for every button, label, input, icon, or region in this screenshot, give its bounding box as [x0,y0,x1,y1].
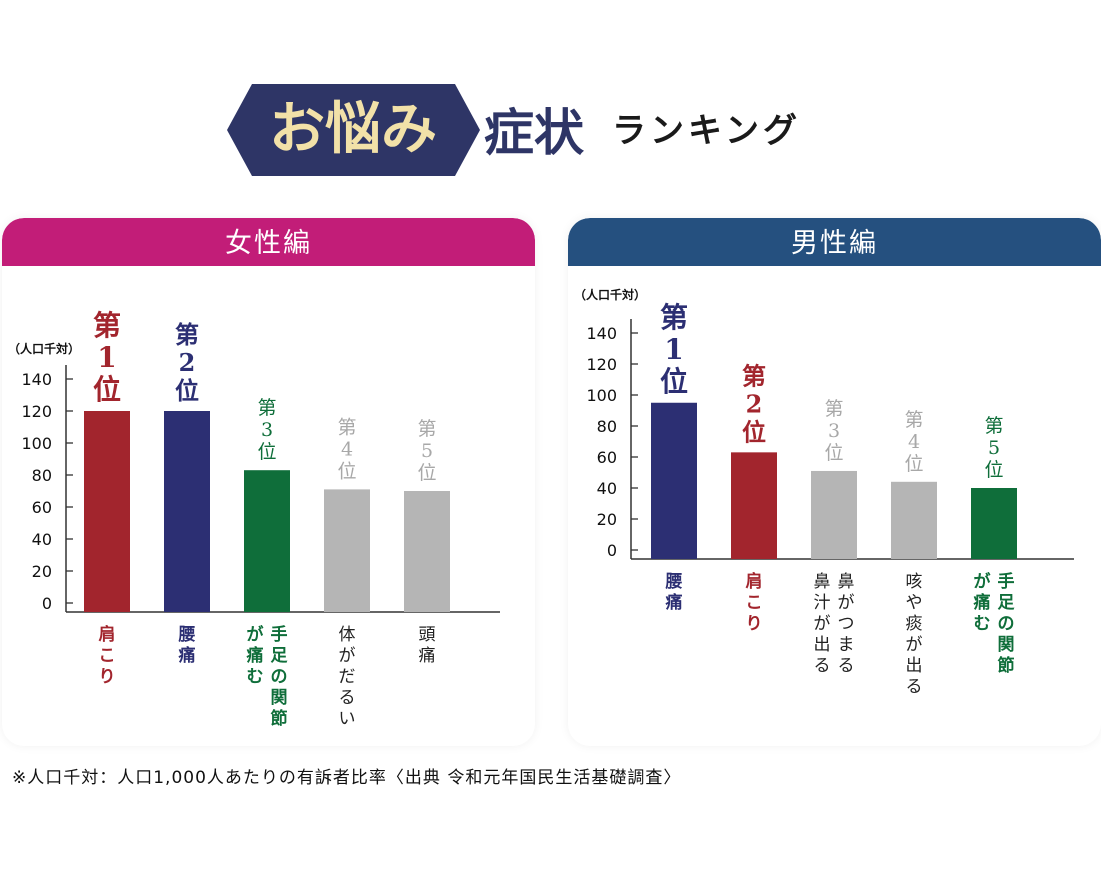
category-label: 手足の関節が痛む [974,571,1015,676]
bar [731,452,777,559]
bar [651,402,697,559]
bar [891,481,937,559]
y-tick-label: 100 [21,434,52,453]
y-tick-label: 20 [597,510,617,529]
y-tick-label: 0 [607,541,617,560]
footnote: ※人口千対：人口1,000人あたりの有訴者比率〈出典 令和元年国民生活基礎調査〉 [12,768,682,788]
title-sub: ランキング [612,111,801,151]
female-panel: 女性編 （人口千対） 0 20 40 60 80 100 120 140 第 1 位肩こり 第 2 位腰痛 第… [2,218,535,746]
bar [84,411,130,612]
y-tick-label: 80 [597,417,617,436]
y-tick-label: 20 [32,562,52,581]
male-panel-header: 男性編 [568,218,1101,266]
y-tick-label: 100 [586,386,617,405]
category-label: 頭痛 [419,625,436,666]
category-label: 咳や痰が出る [906,572,923,697]
y-tick-label: 60 [32,498,52,517]
female-panel-header: 女性編 [2,218,535,266]
bar [244,470,290,612]
title-badge-shape [227,84,480,176]
y-tick-label: 120 [586,355,617,374]
category-label: 肩こり [99,624,116,687]
title-highlight: お悩み [269,97,437,162]
category-label: 肩こり [746,571,763,634]
category-label: 体がだるい [339,625,356,729]
y-tick-label: 140 [586,324,617,343]
male-panel: 男性編 （人口千対） 0 20 40 60 80 100 120 140 第 1 位腰痛 第 2 位肩こり 第… [568,218,1101,746]
y-axis-label: （人口千対） [8,341,80,356]
title-main: 症状 [484,103,585,162]
y-tick-label: 120 [21,402,52,421]
bar [324,489,370,612]
y-tick-label: 40 [597,479,617,498]
y-tick-label: 0 [42,594,52,613]
bar [971,488,1017,559]
y-tick-label: 140 [21,370,52,389]
category-label: 腰痛 [179,625,196,666]
y-tick-label: 60 [597,448,617,467]
title-banner: お悩み 症状 ランキング [227,84,801,176]
y-tick-label: 40 [32,530,52,549]
bar [404,491,450,612]
y-axis-label: （人口千対） [574,287,646,302]
category-label: 腰痛 [666,572,683,613]
y-tick-label: 80 [32,466,52,485]
category-label: 手足の関節が痛む [247,624,288,729]
bar [811,470,857,559]
category-label: 鼻がつまる鼻汁が出る [814,572,855,676]
bar [164,411,210,612]
